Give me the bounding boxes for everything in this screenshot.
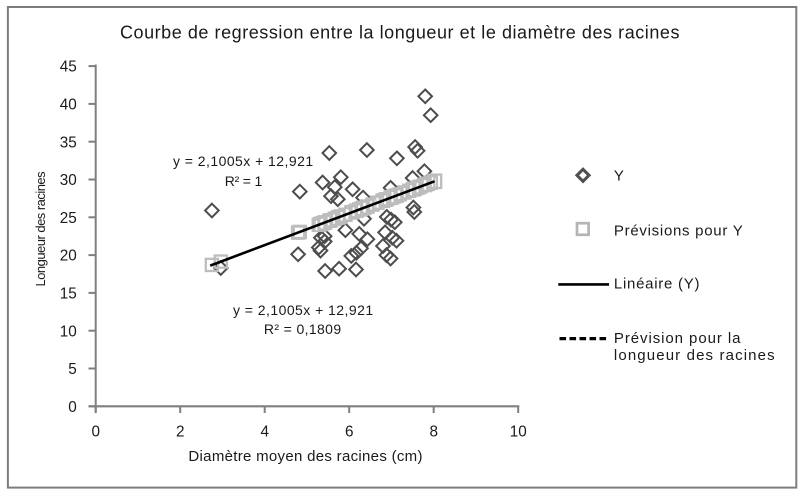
svg-text:R² = 0,1809: R² = 0,1809	[264, 321, 342, 337]
svg-text:35: 35	[60, 134, 77, 151]
svg-text:0: 0	[68, 399, 77, 416]
svg-text:Linéaire (Y): Linéaire (Y)	[614, 276, 700, 293]
svg-text:10: 10	[510, 423, 527, 440]
svg-text:R² = 1: R² = 1	[225, 173, 263, 189]
svg-text:40: 40	[60, 97, 77, 114]
svg-text:10: 10	[60, 323, 77, 340]
svg-text:Longueur des racines: Longueur des racines	[33, 171, 48, 287]
svg-text:4: 4	[260, 423, 269, 440]
svg-text:2: 2	[176, 423, 185, 440]
svg-text:y = 2,1005x + 12,921: y = 2,1005x + 12,921	[173, 153, 314, 169]
svg-text:5: 5	[68, 361, 77, 378]
svg-text:Prévisions pour Y: Prévisions pour Y	[614, 222, 744, 239]
svg-text:25: 25	[60, 210, 77, 227]
svg-text:longueur des racines: longueur des racines	[614, 347, 776, 364]
svg-text:Prévision pour la: Prévision pour la	[614, 330, 742, 347]
svg-text:6: 6	[345, 423, 354, 440]
svg-text:0: 0	[91, 423, 100, 440]
svg-text:8: 8	[429, 423, 438, 440]
svg-text:15: 15	[60, 286, 77, 303]
svg-text:Courbe de regression entre la: Courbe de regression entre la longueur e…	[120, 23, 680, 43]
svg-text:45: 45	[60, 59, 77, 76]
svg-text:y = 2,1005x + 12,921: y = 2,1005x + 12,921	[233, 302, 374, 318]
svg-text:Y: Y	[614, 167, 624, 184]
svg-text:20: 20	[60, 248, 77, 265]
svg-text:Diamètre moyen des racines (cm: Diamètre moyen des racines (cm)	[188, 448, 422, 465]
svg-text:30: 30	[60, 172, 77, 189]
